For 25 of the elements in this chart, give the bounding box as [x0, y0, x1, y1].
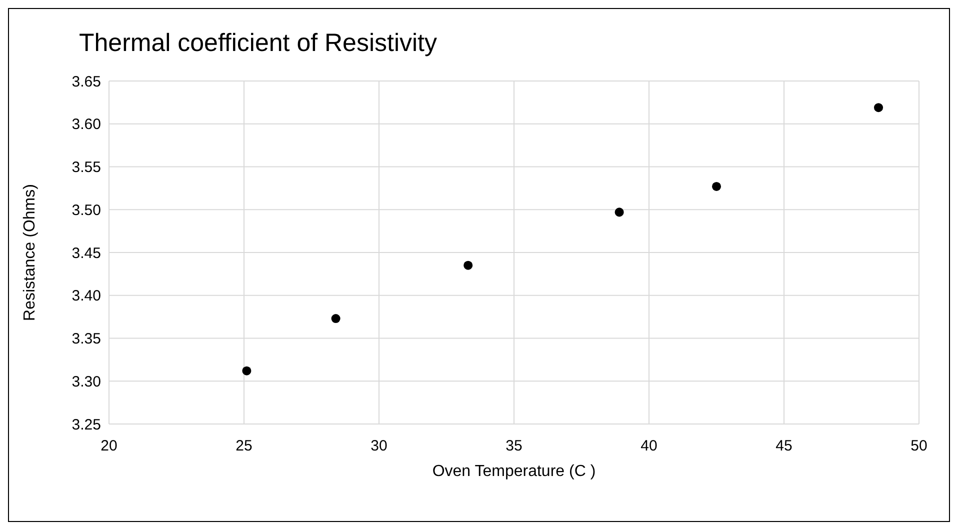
x-tick-label: 35	[506, 438, 522, 455]
y-tick-label: 3.55	[72, 159, 101, 176]
point	[614, 208, 624, 217]
x-axis-title: Oven Temperature (C )	[432, 463, 596, 480]
point	[331, 314, 340, 324]
point	[242, 366, 252, 376]
y-tick-label: 3.35	[72, 330, 101, 348]
y-tick-label: 3.45	[72, 244, 101, 262]
y-tick-label: 3.65	[72, 73, 101, 90]
point	[464, 260, 473, 270]
point	[874, 103, 884, 112]
point	[712, 182, 722, 191]
x-tick-label: 45	[776, 438, 792, 455]
y-tick-label: 3.50	[72, 202, 101, 219]
x-tick-label: 50	[910, 438, 928, 455]
y-tick-label: 3.40	[72, 288, 101, 305]
x-tick-label: 25	[236, 438, 252, 455]
x-tick-label: 40	[640, 438, 658, 455]
y-tick-label: 3.25	[72, 416, 101, 434]
y-axis-title: Resistance (Ohms)	[22, 184, 39, 321]
x-tick-label: 30	[370, 438, 388, 455]
y-tick-label: 3.30	[72, 373, 101, 390]
chart-title: Thermal coefficient of Resistivity	[79, 29, 437, 58]
y-tick-label: 3.60	[72, 116, 101, 134]
x-tick-label: 20	[100, 438, 118, 455]
